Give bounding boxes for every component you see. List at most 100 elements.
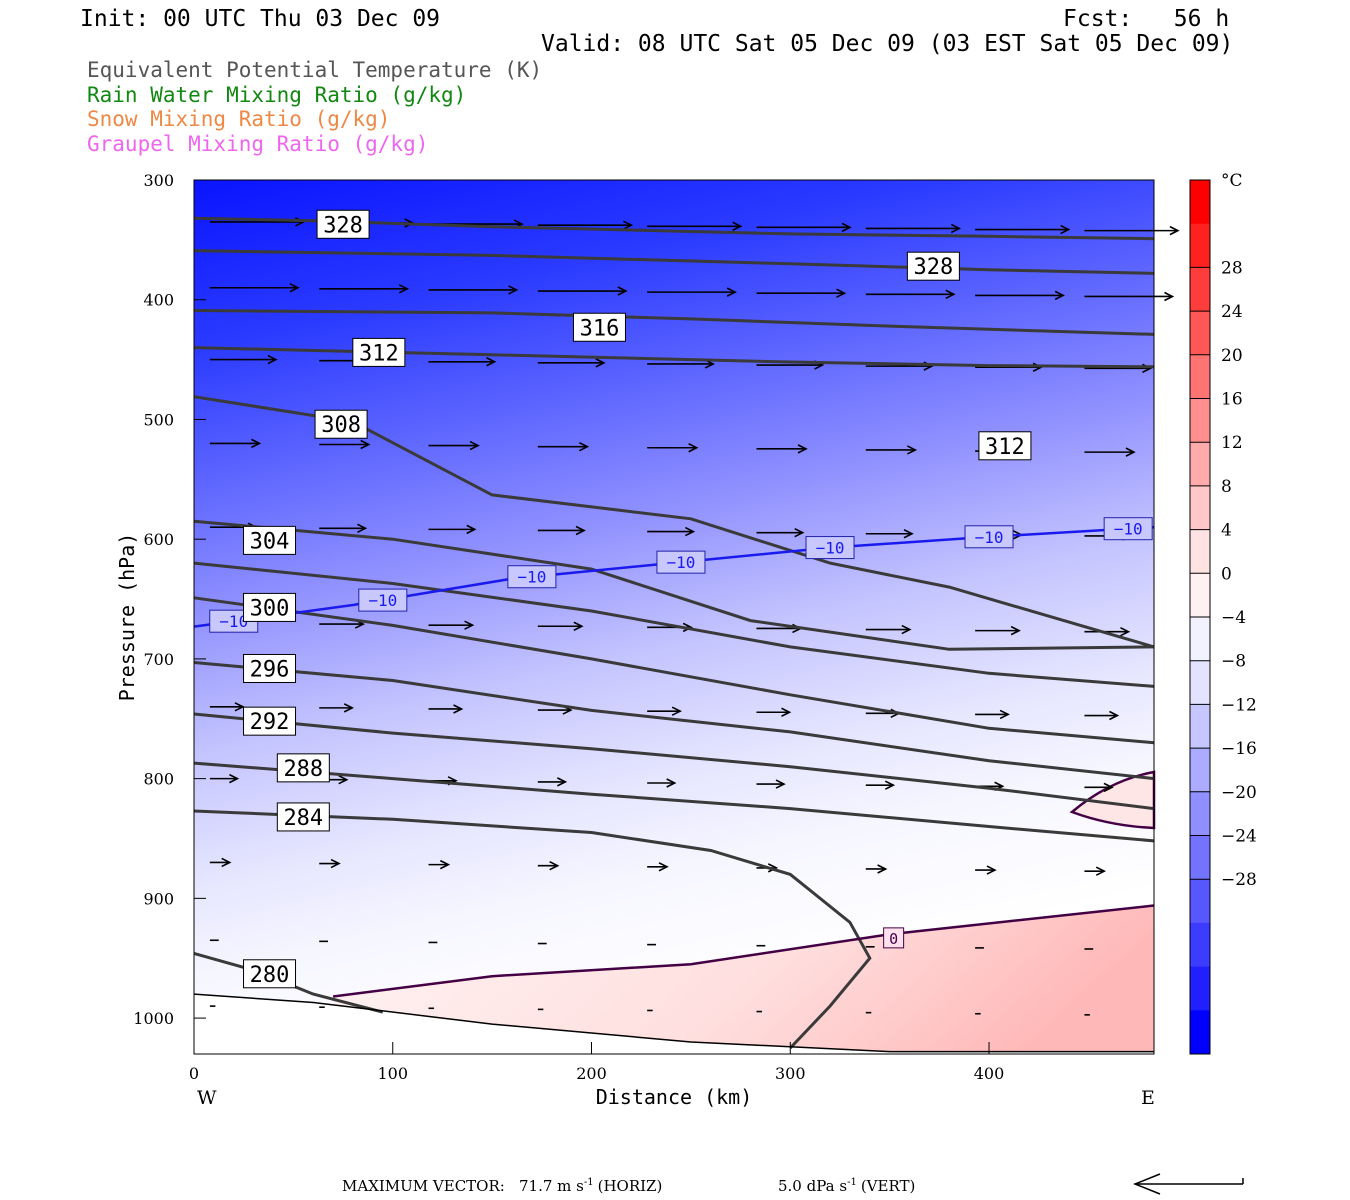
wind-vector bbox=[647, 862, 669, 872]
theta-e-contour bbox=[193, 596, 1155, 745]
y-axis-label: Pressure (hPa) bbox=[115, 533, 139, 702]
vert-unit: (VERT) bbox=[861, 1177, 916, 1195]
wind-vector bbox=[756, 288, 847, 298]
x-tick-label: 0 bbox=[189, 1064, 199, 1083]
colorbar-tick-label: 20 bbox=[1221, 346, 1243, 366]
svg-text:5.0 dPa s-1(VERT): 5.0 dPa s-1 (VERT) bbox=[778, 1177, 915, 1195]
colorbar-tick-label: −4 bbox=[1221, 608, 1246, 628]
isotherm-label: −10 bbox=[964, 525, 1014, 549]
colorbar-swatch bbox=[1190, 267, 1210, 312]
colorbar-tick-label: 12 bbox=[1221, 433, 1243, 453]
svg-text:−10: −10 bbox=[368, 591, 397, 610]
svg-text:−10: −10 bbox=[816, 539, 845, 558]
init-label: Init: 00 UTC Thu 03 Dec 09 bbox=[80, 6, 441, 32]
theta-e-contour bbox=[193, 249, 1155, 275]
plot-frame bbox=[193, 179, 1155, 1055]
wind-vector bbox=[1084, 291, 1175, 302]
y-tick-label: 1000 bbox=[133, 1009, 174, 1028]
wind-vector bbox=[756, 779, 786, 789]
colorbar-swatch bbox=[1190, 223, 1210, 268]
wind-vector bbox=[865, 289, 956, 300]
wind-vector bbox=[209, 354, 278, 365]
wind-vector bbox=[865, 529, 914, 539]
isotherm-zero-label: 0 bbox=[883, 927, 905, 949]
colorbar: °C 28 24 20 16 12 8 4 0 −4 −8 −12 −16 −20 −24 −28 bbox=[1189, 171, 1257, 1055]
colorbar-swatch bbox=[1190, 704, 1210, 749]
wind-vector bbox=[209, 283, 300, 293]
svg-text:−10: −10 bbox=[975, 528, 1004, 547]
wind-vector bbox=[537, 220, 634, 230]
colorbar-swatch bbox=[1190, 1010, 1210, 1055]
wind-vector bbox=[756, 707, 792, 717]
contour-label: 288 bbox=[276, 753, 330, 783]
y-tick-label: 900 bbox=[143, 889, 174, 908]
wind-vector bbox=[537, 777, 568, 787]
wind-vector bbox=[319, 439, 371, 450]
isotherm-label: −10 bbox=[358, 588, 408, 612]
svg-text:71.7 m s-1(HORIZ): 71.7 m s-1 (HORIZ) bbox=[519, 1177, 662, 1195]
wind-vector bbox=[319, 703, 355, 713]
colorbar-tick-label: 8 bbox=[1221, 477, 1232, 497]
isotherm-zero bbox=[332, 904, 1155, 998]
theta-e-contour bbox=[193, 661, 1155, 781]
svg-text:292: 292 bbox=[250, 710, 290, 735]
legend-snow: Snow Mixing Ratio (g/kg) bbox=[87, 107, 391, 131]
wind-vector bbox=[865, 223, 962, 234]
x-tick-label: 100 bbox=[377, 1064, 408, 1083]
wind-vector bbox=[647, 706, 682, 716]
contour-label: 304 bbox=[243, 525, 297, 555]
legend-graupel: Graupel Mixing Ratio (g/kg) bbox=[87, 132, 429, 156]
wind-vector bbox=[319, 284, 410, 294]
contour-label: 308 bbox=[314, 409, 368, 439]
colorbar-tick-label: −28 bbox=[1221, 870, 1257, 890]
below-ground-area bbox=[194, 994, 1154, 1054]
x-tick-label: 400 bbox=[974, 1064, 1005, 1083]
axes: 300 400 500 600 700 800 900 1000 0 100 200 300 400 bbox=[133, 171, 1004, 1083]
isotherm-lines: −10 −10 −10 −10 −10 −10 −10 0 bbox=[193, 517, 1155, 1053]
wind-vector bbox=[1084, 866, 1107, 876]
theta-e-contour bbox=[193, 519, 1155, 651]
max-vector-label: MAXIMUM VECTOR: bbox=[342, 1177, 505, 1195]
reference-vector-icon bbox=[1132, 1173, 1244, 1195]
contour-label: 328 bbox=[906, 251, 960, 281]
svg-text:284: 284 bbox=[283, 806, 323, 831]
contour-label: 316 bbox=[572, 312, 626, 342]
colorbar-swatch bbox=[1190, 748, 1210, 793]
wind-vectors bbox=[209, 217, 1180, 1016]
wind-vector bbox=[865, 445, 918, 455]
contour-label: 284 bbox=[276, 802, 330, 832]
colorbar-tick-label: 24 bbox=[1221, 302, 1243, 322]
contour-labels: 328 328 316 312 312 308 304 300 296 292 288 284 280 bbox=[243, 209, 1032, 989]
contour-label: 312 bbox=[352, 337, 406, 367]
colorbar-swatch bbox=[1190, 398, 1210, 443]
wind-vector bbox=[647, 443, 699, 453]
wind-vector bbox=[537, 441, 590, 452]
colorbar-swatch bbox=[1190, 442, 1210, 487]
colorbar-swatch bbox=[1190, 835, 1210, 880]
warm-layer bbox=[333, 905, 1155, 1054]
colorbar-tick-label: 4 bbox=[1221, 521, 1232, 541]
theta-e-contour bbox=[193, 309, 1155, 336]
wind-vector bbox=[756, 444, 808, 454]
valid-time: Valid: 08 UTC Sat 05 Dec 09 (03 EST Sat … bbox=[541, 31, 1234, 57]
wind-vector bbox=[209, 773, 240, 784]
colorbar-swatch bbox=[1190, 180, 1210, 225]
isotherm-label: −10 bbox=[507, 565, 557, 589]
legend-rain: Rain Water Mixing Ratio (g/kg) bbox=[87, 83, 467, 107]
y-tick-label: 600 bbox=[143, 530, 174, 549]
wind-vector bbox=[428, 524, 477, 535]
wind-vector bbox=[975, 224, 1071, 235]
east-label: E bbox=[1141, 1087, 1155, 1109]
wind-vector bbox=[756, 527, 805, 538]
theta-e-contour bbox=[193, 712, 1155, 811]
wind-vector bbox=[1084, 782, 1114, 793]
theta-e-contour bbox=[193, 809, 872, 1050]
vert-exp: -1 bbox=[847, 1177, 857, 1188]
wind-vector bbox=[537, 621, 584, 631]
wind-vector bbox=[428, 620, 475, 630]
wind-vector bbox=[537, 860, 560, 871]
colorbar-swatch bbox=[1190, 660, 1210, 705]
forecast-hour: Fcst: 56 h bbox=[1063, 6, 1230, 32]
wind-vector bbox=[1084, 225, 1180, 236]
wind-vector bbox=[428, 357, 497, 367]
